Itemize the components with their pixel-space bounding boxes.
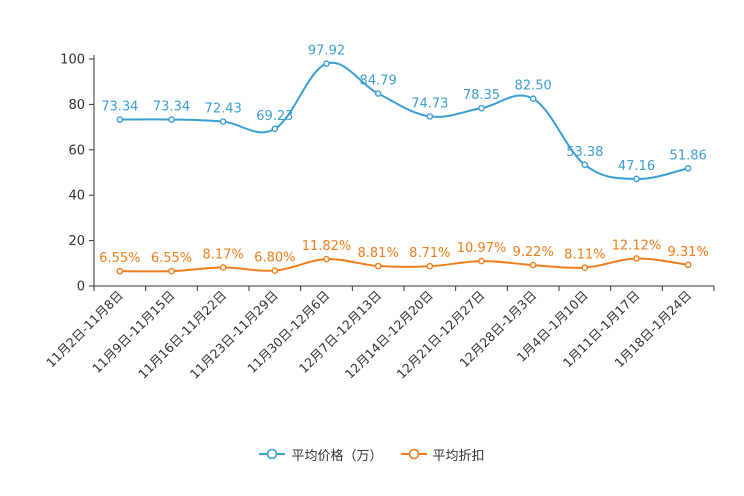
price-data-label: 73.34 <box>101 100 138 115</box>
discount-point <box>529 261 537 269</box>
discount-data-label: 6.55% <box>151 251 192 266</box>
price-point <box>684 164 692 172</box>
price-data-label: 47.16 <box>618 159 655 174</box>
x-tick-label: 12月21日-12月27日 <box>393 288 487 382</box>
price-point <box>633 175 640 183</box>
price-data-label: 84.79 <box>360 74 397 89</box>
discount-point <box>374 262 382 270</box>
discount-data-label: 8.11% <box>564 248 605 263</box>
price-point <box>529 95 537 103</box>
price-data-label: 78.35 <box>463 88 500 103</box>
legend-discount-marker-icon <box>400 448 427 460</box>
axes: 02040608010011月2日-11月8日11月9日-11月15日11月16… <box>43 53 715 382</box>
discount-data-label: 9.31% <box>668 245 709 260</box>
price-point <box>374 90 382 97</box>
discount-point <box>323 255 330 263</box>
y-tick-label: 20 <box>68 234 85 249</box>
x-tick-label: 12月14日-12月20日 <box>342 288 436 382</box>
price-point <box>426 113 434 120</box>
discount-data-label: 9.22% <box>513 245 554 260</box>
discount-data-label: 8.81% <box>358 246 399 261</box>
price-data-label: 82.50 <box>515 79 552 94</box>
y-tick-label: 0 <box>77 280 85 295</box>
series-layer <box>116 60 692 275</box>
discount-point <box>116 267 124 275</box>
legend-discount-label: 平均折扣 <box>432 448 485 464</box>
discount-point <box>633 255 640 262</box>
price-point <box>116 116 124 123</box>
discount-series-line <box>119 257 689 273</box>
legend-item-price[interactable]: 平均价格（万） <box>259 445 383 464</box>
price-point <box>323 60 330 68</box>
legend-price-marker-icon <box>259 448 286 460</box>
discount-point <box>168 267 175 275</box>
discount-data-label: 6.80% <box>254 251 295 266</box>
discount-data-label: 11.82% <box>302 239 352 254</box>
price-data-label: 73.34 <box>153 100 190 115</box>
data-labels: 73.34 73.34 72.43 69.23 97.92 84.79 74.73 78.35… <box>99 44 709 266</box>
price-point <box>219 118 227 125</box>
discount-data-label: 8.71% <box>409 246 450 261</box>
price-point <box>478 104 485 112</box>
discount-point <box>684 261 692 269</box>
y-tick-label: 80 <box>68 98 85 113</box>
price-data-label: 72.43 <box>205 102 242 117</box>
price-data-label: 69.23 <box>256 109 293 124</box>
x-tick-label: 11月23日-11月29日 <box>187 288 281 382</box>
price-data-label: 51.86 <box>670 148 707 163</box>
line-chart: 02040608010011月2日-11月8日11月9日-11月15日11月16… <box>43 44 715 382</box>
discount-point <box>581 264 589 271</box>
discount-point <box>271 267 279 274</box>
discount-point <box>219 264 227 271</box>
price-data-label: 74.73 <box>411 96 448 111</box>
discount-data-label: 12.12% <box>612 238 662 253</box>
y-tick-label: 100 <box>60 53 85 68</box>
y-tick-label: 40 <box>68 189 85 204</box>
y-tick-label: 60 <box>68 143 85 158</box>
discount-point <box>478 257 485 265</box>
legend-item-discount[interactable]: 平均折扣 <box>400 445 485 464</box>
discount-point <box>426 262 434 270</box>
price-point <box>271 125 279 133</box>
legend: 平均价格（万） 平均折扣 <box>0 442 744 466</box>
price-data-label: 53.38 <box>566 145 603 160</box>
legend-price-label: 平均价格（万） <box>291 448 383 464</box>
discount-data-label: 8.17% <box>203 247 244 262</box>
price-data-label: 97.92 <box>308 44 345 59</box>
price-point <box>168 116 175 123</box>
discount-data-label: 6.55% <box>99 251 140 266</box>
x-tick-label: 11月16日-11月22日 <box>135 288 229 382</box>
price-series-line <box>119 61 689 180</box>
price-point <box>581 161 589 169</box>
discount-data-label: 10.97% <box>457 241 507 256</box>
